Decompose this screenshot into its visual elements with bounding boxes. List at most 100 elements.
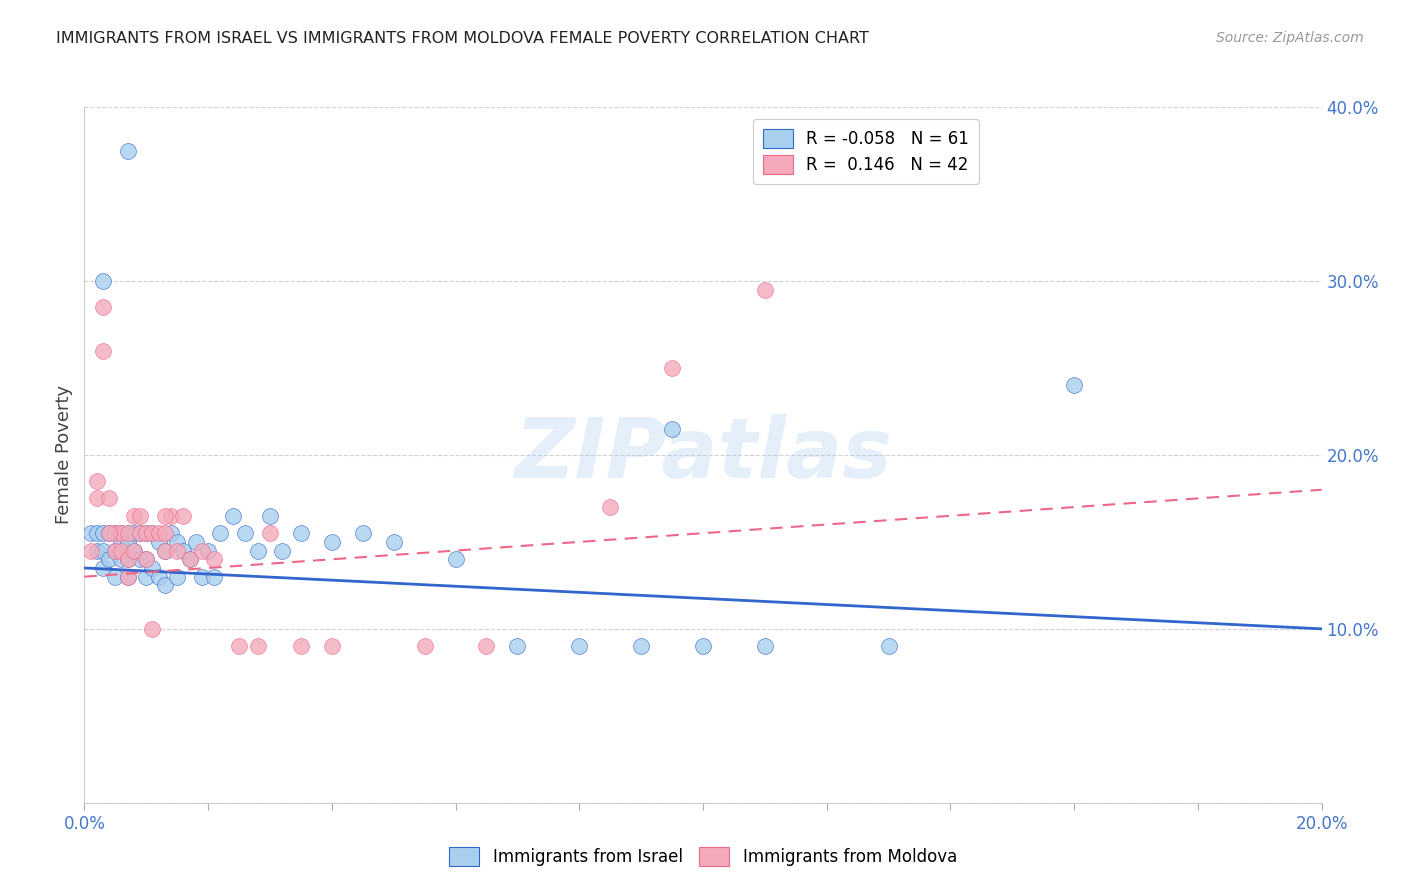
Point — [568, 639, 591, 653]
Point — [148, 534, 170, 549]
Point — [692, 639, 714, 653]
Point — [129, 508, 152, 523]
Point — [86, 526, 108, 541]
Point — [117, 570, 139, 584]
Point — [86, 474, 108, 488]
Point — [184, 534, 207, 549]
Point — [117, 570, 139, 584]
Point — [166, 570, 188, 584]
Point — [444, 552, 467, 566]
Point — [202, 552, 225, 566]
Point — [122, 543, 145, 558]
Point — [122, 508, 145, 523]
Point — [352, 526, 374, 541]
Point — [202, 570, 225, 584]
Point — [271, 543, 294, 558]
Point — [135, 570, 157, 584]
Point — [91, 526, 114, 541]
Point — [321, 534, 343, 549]
Point — [321, 639, 343, 653]
Point — [98, 552, 121, 566]
Text: Source: ZipAtlas.com: Source: ZipAtlas.com — [1216, 31, 1364, 45]
Point — [129, 552, 152, 566]
Point — [179, 552, 201, 566]
Point — [141, 622, 163, 636]
Point — [110, 526, 132, 541]
Point — [129, 526, 152, 541]
Point — [79, 543, 101, 558]
Point — [599, 500, 621, 514]
Point — [246, 543, 269, 558]
Text: ZIPatlas: ZIPatlas — [515, 415, 891, 495]
Point — [135, 552, 157, 566]
Point — [135, 552, 157, 566]
Point — [153, 508, 176, 523]
Point — [91, 274, 114, 288]
Point — [506, 639, 529, 653]
Point — [153, 526, 176, 541]
Legend: Immigrants from Israel, Immigrants from Moldova: Immigrants from Israel, Immigrants from … — [441, 838, 965, 875]
Point — [153, 543, 176, 558]
Point — [172, 508, 194, 523]
Point — [877, 639, 900, 653]
Point — [148, 570, 170, 584]
Point — [382, 534, 405, 549]
Point — [141, 526, 163, 541]
Y-axis label: Female Poverty: Female Poverty — [55, 385, 73, 524]
Point — [233, 526, 256, 541]
Point — [259, 526, 281, 541]
Point — [413, 639, 436, 653]
Point — [179, 552, 201, 566]
Point — [91, 543, 114, 558]
Point — [166, 543, 188, 558]
Point — [1063, 378, 1085, 392]
Point — [135, 526, 157, 541]
Point — [290, 526, 312, 541]
Point — [110, 526, 132, 541]
Point — [754, 639, 776, 653]
Point — [104, 526, 127, 541]
Point — [630, 639, 652, 653]
Point — [172, 543, 194, 558]
Point — [86, 491, 108, 506]
Point — [259, 508, 281, 523]
Point — [117, 552, 139, 566]
Point — [290, 639, 312, 653]
Point — [148, 526, 170, 541]
Point — [191, 570, 214, 584]
Point — [110, 552, 132, 566]
Point — [117, 526, 139, 541]
Point — [141, 526, 163, 541]
Point — [117, 552, 139, 566]
Text: IMMIGRANTS FROM ISRAEL VS IMMIGRANTS FROM MOLDOVA FEMALE POVERTY CORRELATION CHA: IMMIGRANTS FROM ISRAEL VS IMMIGRANTS FRO… — [56, 31, 869, 46]
Point — [91, 343, 114, 358]
Point — [754, 283, 776, 297]
Point — [98, 491, 121, 506]
Point — [661, 360, 683, 375]
Point — [153, 543, 176, 558]
Point — [86, 543, 108, 558]
Point — [104, 543, 127, 558]
Point — [122, 543, 145, 558]
Point — [110, 543, 132, 558]
Point — [117, 534, 139, 549]
Point — [91, 300, 114, 314]
Point — [141, 561, 163, 575]
Point — [104, 526, 127, 541]
Legend: R = -0.058   N = 61, R =  0.146   N = 42: R = -0.058 N = 61, R = 0.146 N = 42 — [754, 119, 979, 184]
Point — [475, 639, 498, 653]
Point — [98, 526, 121, 541]
Point — [117, 144, 139, 158]
Point — [228, 639, 250, 653]
Point — [98, 526, 121, 541]
Point — [160, 526, 183, 541]
Point — [191, 543, 214, 558]
Point — [160, 508, 183, 523]
Point — [135, 526, 157, 541]
Point — [122, 526, 145, 541]
Point — [110, 534, 132, 549]
Point — [104, 570, 127, 584]
Point — [166, 534, 188, 549]
Point — [129, 526, 152, 541]
Point — [661, 422, 683, 436]
